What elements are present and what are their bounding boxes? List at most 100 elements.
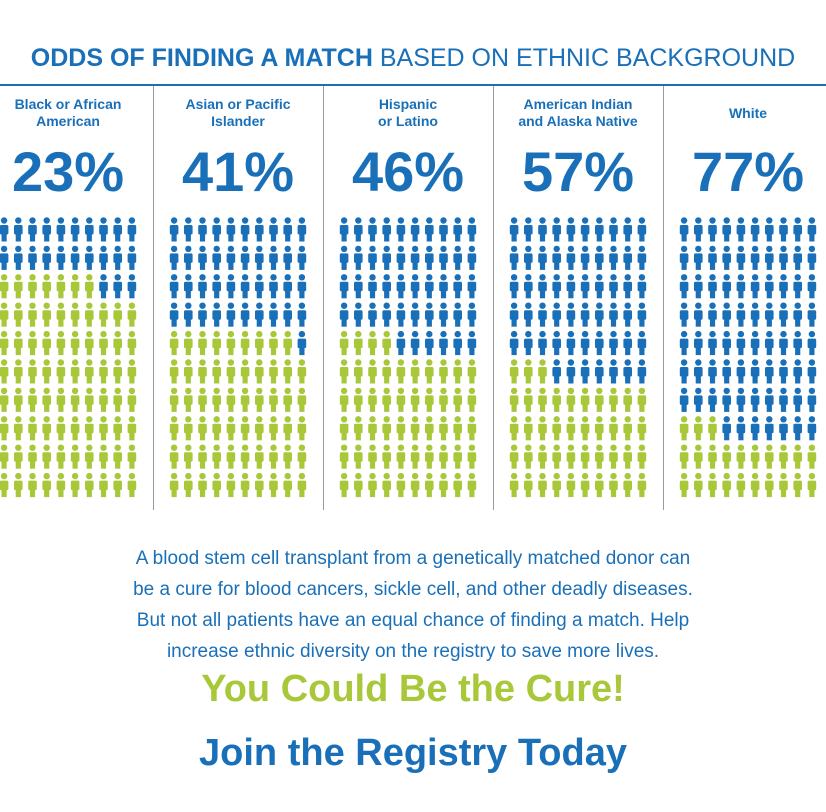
person-icon-match [240,274,250,299]
category-label-line: and Alaska Native [518,113,638,129]
person-icon-no-match [453,472,462,498]
person-icon-grid [169,217,307,498]
cta-cure-heading: You Could Be the Cure! [201,668,625,710]
person-icon-no-match [595,416,604,441]
person-icon-no-match [14,416,23,441]
person-icon-match [637,302,647,327]
person-icon-match [807,302,817,327]
person-icon-no-match [70,274,80,299]
person-icon-match [765,387,774,412]
person-icon-match [396,274,406,299]
person-icon-no-match [113,387,122,412]
chart-title-rest: BASED ON ETHNIC BACKGROUND [379,44,796,72]
person-icon-no-match [127,387,137,412]
person-icon-no-match [240,330,250,356]
person-icon-no-match [609,472,618,498]
person-icon-match [382,274,391,299]
person-icon-match [368,302,377,327]
person-icon-no-match [368,330,377,356]
person-icon-match [722,245,731,270]
person-icon-no-match [99,472,108,498]
person-icon-match [184,217,193,242]
person-icon-no-match [524,444,533,469]
person-icon-match [198,302,207,327]
person-icon-match [750,359,760,384]
person-icon-match [425,302,434,327]
person-icon-match [566,274,576,299]
person-icon-match [368,274,377,299]
person-icon-no-match [509,387,519,412]
person-icon-no-match [467,472,477,498]
person-icon-match [750,302,760,327]
person-icon-no-match [637,472,647,498]
person-icon-no-match [439,387,448,412]
person-icon-match [184,245,193,270]
person-icon-match [779,274,788,299]
person-icon-no-match [807,472,817,498]
person-icon-no-match [580,472,590,498]
person-icon-match [793,359,802,384]
person-icon-no-match [127,330,137,356]
person-icon-no-match [396,387,406,412]
person-icon-no-match [396,444,406,469]
person-icon-no-match [226,416,236,441]
person-icon-no-match [99,359,108,384]
person-icon-no-match [0,359,9,384]
person-icon-no-match [354,359,363,384]
person-icon-no-match [566,444,576,469]
person-icon-no-match [552,416,561,441]
person-icon-match [637,217,647,242]
column-divider [493,86,494,510]
person-icon-no-match [467,387,477,412]
person-icon-match [467,245,477,270]
person-icon-match [679,274,689,299]
person-icon-match [269,302,278,327]
person-icon-no-match [354,472,363,498]
person-icon-match [240,302,250,327]
person-icon-match [679,217,689,242]
person-icon-no-match [0,472,9,498]
person-icon-match [694,217,703,242]
person-icon-no-match [28,416,37,441]
person-icon-no-match [184,387,193,412]
person-icon-no-match [14,387,23,412]
person-icon-match [297,245,307,270]
person-icon-no-match [269,416,278,441]
person-icon-match [566,217,576,242]
person-icon-no-match [240,444,250,469]
person-icon-no-match [779,472,788,498]
person-icon-no-match [56,472,66,498]
person-icon-no-match [339,330,349,356]
pictograph-columns: Black or African American 23% Asian or Paci… [0,86,826,510]
person-icon-no-match [0,330,9,356]
person-icon-match [425,245,434,270]
person-icon-no-match [425,416,434,441]
person-icon-match [793,416,802,441]
person-icon-no-match [679,416,689,441]
person-icon-match [580,302,590,327]
person-icon-no-match [255,416,264,441]
person-icon-no-match [226,444,236,469]
person-icon-match [694,274,703,299]
person-icon-no-match [28,359,37,384]
person-icon-no-match [552,444,561,469]
person-icon-no-match [538,472,547,498]
person-icon-no-match [99,330,108,356]
person-icon-no-match [439,416,448,441]
person-icon-match [113,274,122,299]
person-icon-match [609,274,618,299]
person-icon-no-match [99,387,108,412]
person-icon-grid [679,217,817,498]
person-icon-no-match [609,416,618,441]
person-icon-no-match [184,359,193,384]
person-icon-match [722,274,731,299]
person-icon-match [410,330,420,356]
person-icon-match [0,217,9,242]
person-icon-no-match [453,416,462,441]
person-icon-no-match [198,387,207,412]
person-icon-match [722,217,731,242]
person-icon-match [736,330,746,356]
person-icon-match [240,217,250,242]
person-icon-no-match [439,359,448,384]
person-icon-match [255,217,264,242]
